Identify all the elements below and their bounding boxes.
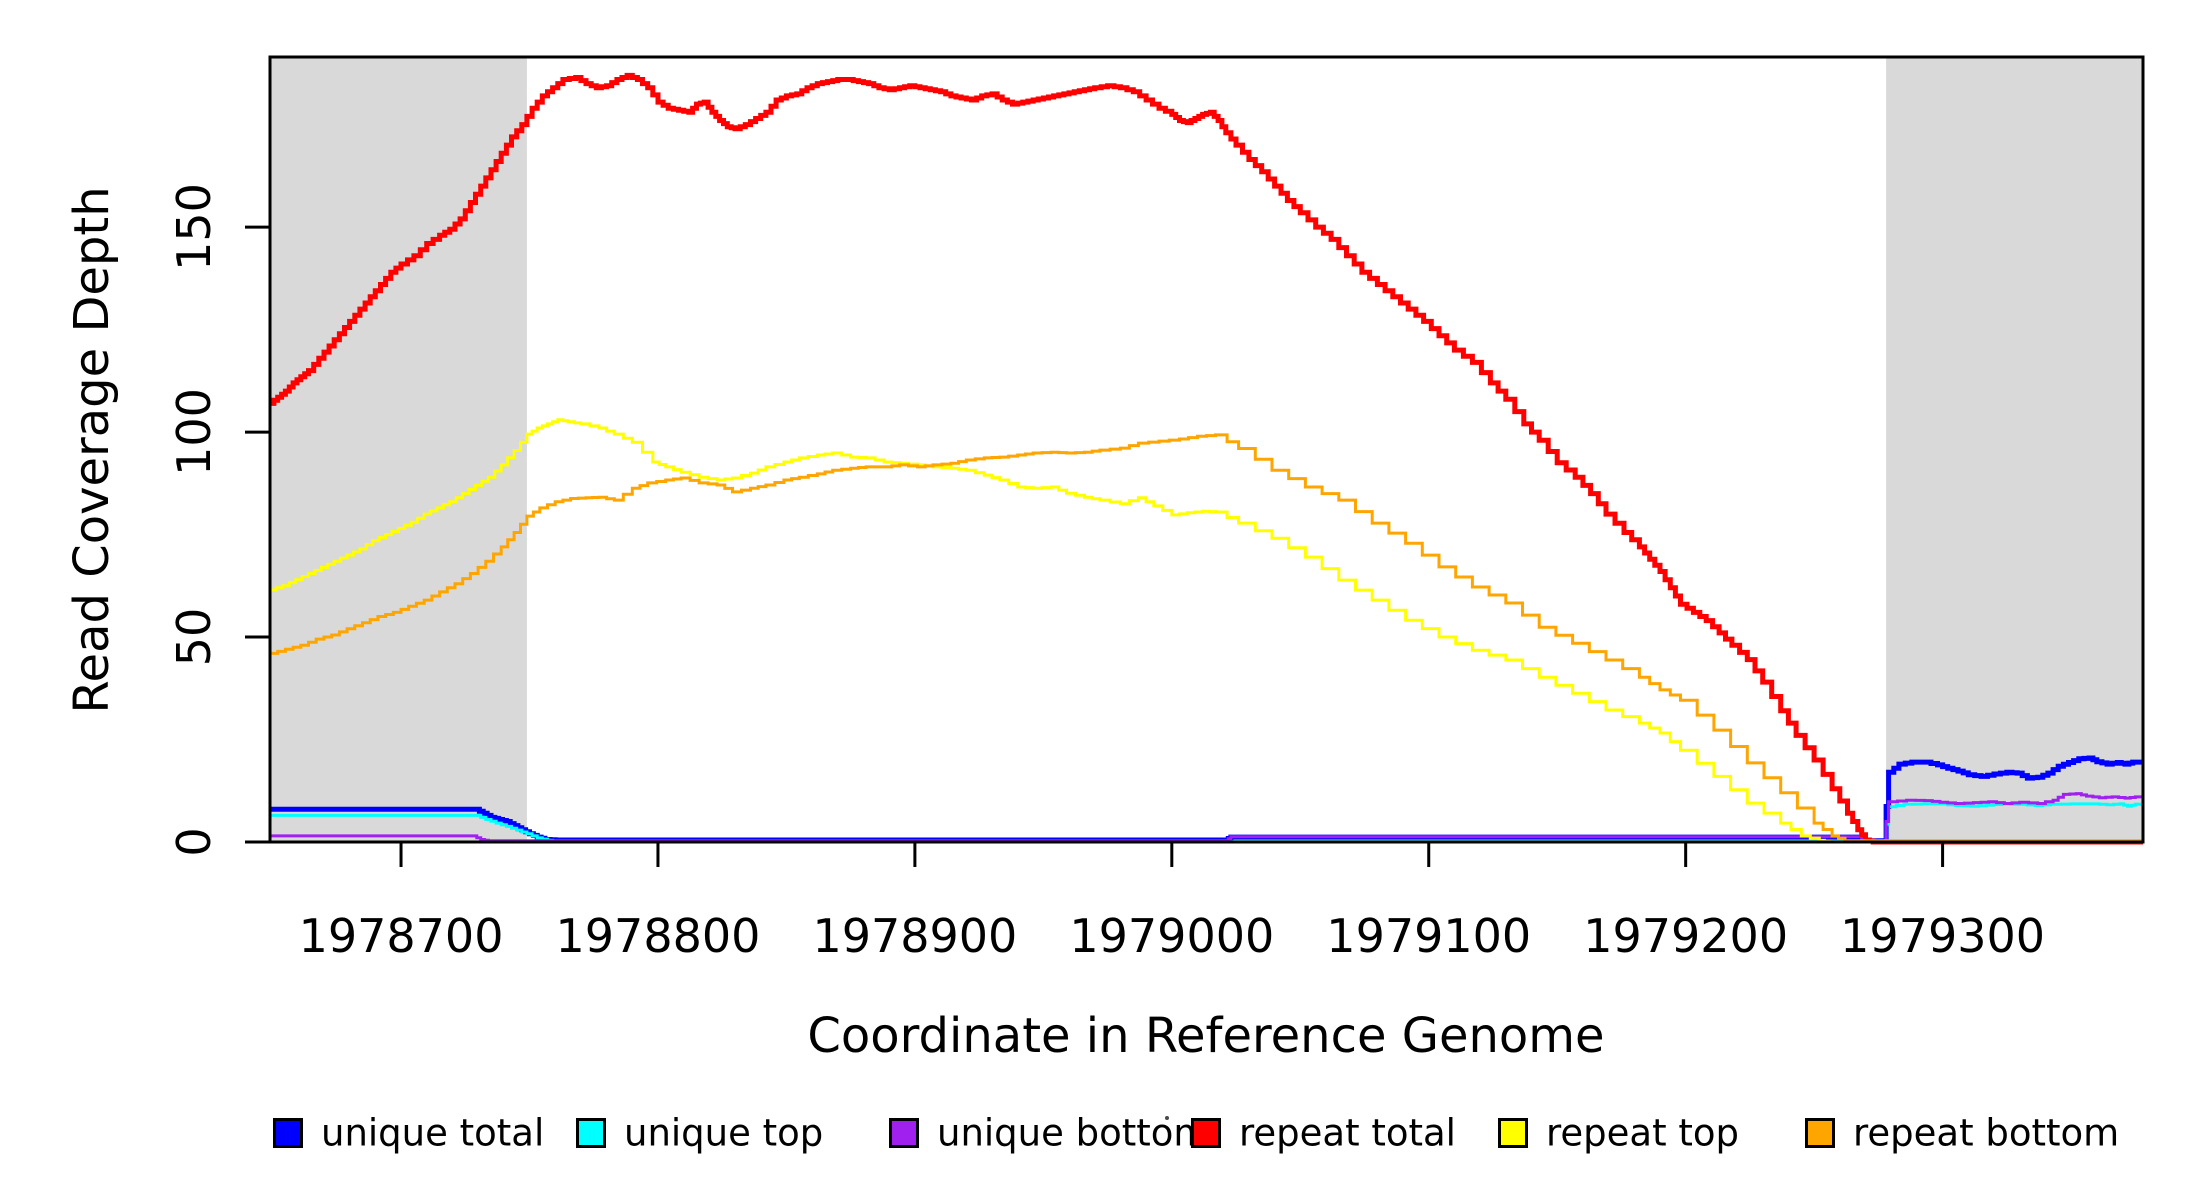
y-axis-title: Read Coverage Depth xyxy=(64,186,120,714)
series-repeat-bottom xyxy=(270,433,2143,843)
x-tick-label-1978700: 1978700 xyxy=(298,909,504,963)
x-tick-label-1979300: 1979300 xyxy=(1840,909,2046,963)
x-tick-label-1978900: 1978900 xyxy=(812,909,1018,963)
series-repeat-total xyxy=(270,72,2143,845)
y-tick-label-150: 150 xyxy=(167,183,221,272)
series-repeat-top xyxy=(270,418,2143,844)
y-tick-label-0: 0 xyxy=(167,827,221,857)
series-unique-bottom xyxy=(270,792,2143,843)
x-tick-label-1979200: 1979200 xyxy=(1583,909,1789,963)
series-unique-top xyxy=(270,802,2143,844)
series-unique-total xyxy=(270,755,2143,844)
x-tick-label-1978800: 1978800 xyxy=(555,909,761,963)
y-tick-label-100: 100 xyxy=(167,388,221,476)
shaded-region-2 xyxy=(1886,57,2143,842)
x-tick-label-1979100: 1979100 xyxy=(1326,909,1532,963)
shaded-region-1 xyxy=(270,57,527,842)
x-tick-label-1979000: 1979000 xyxy=(1069,909,1275,963)
x-axis-title: Coordinate in Reference Genome xyxy=(807,1008,1605,1064)
y-tick-label-50: 50 xyxy=(167,607,221,667)
plot-border xyxy=(268,55,2145,844)
stray-dot xyxy=(1165,1116,1169,1120)
